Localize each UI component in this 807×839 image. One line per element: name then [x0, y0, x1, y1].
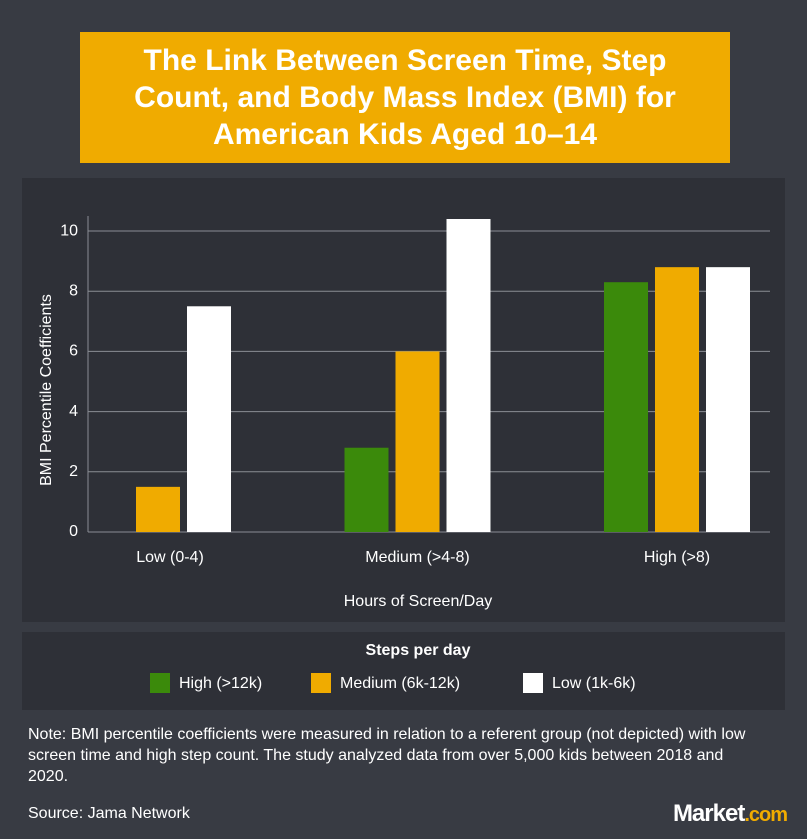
x-tick-label: Medium (>4-8)	[365, 549, 469, 566]
logo: Market.com	[672, 800, 788, 828]
legend-label: Medium (6k-12k)	[340, 675, 460, 692]
y-tick-label: 0	[69, 523, 78, 540]
legend-swatch	[523, 673, 543, 693]
legend-title: Steps per day	[366, 642, 471, 659]
y-tick-label: 2	[69, 463, 78, 480]
bar	[706, 267, 750, 532]
chart: BMI Percentile Coefficients Hours of Scr…	[22, 178, 785, 710]
y-tick-label: 4	[69, 403, 78, 420]
title-box: The Link Between Screen Time, Step Count…	[80, 32, 730, 163]
bar	[136, 486, 180, 532]
y-tick-label: 6	[69, 343, 78, 360]
y-axis-label: BMI Percentile Coefficients	[38, 294, 55, 486]
bar	[604, 282, 648, 532]
note: Note: BMI percentile coefficients were m…	[28, 726, 746, 785]
bar	[655, 267, 699, 532]
bar	[395, 351, 440, 532]
x-axis-label: Hours of Screen/Day	[344, 593, 493, 610]
legend-panel	[22, 632, 785, 710]
bar	[187, 306, 231, 532]
y-tick-label: 10	[60, 222, 78, 239]
legend-label: Low (1k-6k)	[552, 675, 636, 692]
legend-swatch	[311, 673, 331, 693]
chart-title: The Link Between Screen Time, Step Count…	[134, 44, 676, 151]
y-tick-label: 8	[69, 282, 78, 299]
bar	[344, 447, 389, 532]
bar	[446, 219, 491, 532]
logo-suffix: .com	[744, 804, 788, 826]
legend-label: High (>12k)	[179, 675, 262, 692]
legend-swatch	[150, 673, 170, 693]
source: Source: Jama Network	[28, 805, 190, 822]
x-tick-label: High (>8)	[644, 549, 710, 566]
logo-text: Market	[672, 800, 745, 827]
x-tick-label: Low (0-4)	[136, 549, 204, 566]
